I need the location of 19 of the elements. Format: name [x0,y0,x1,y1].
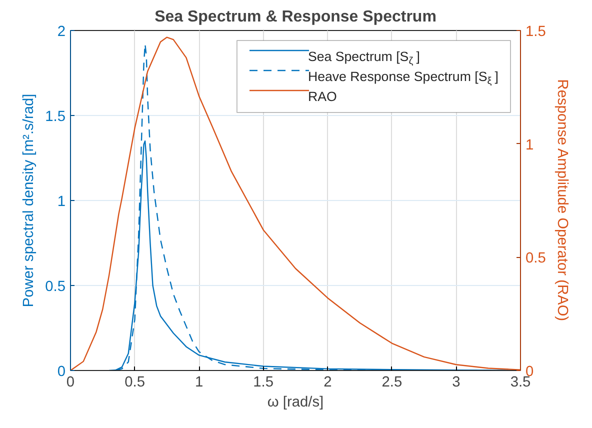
x-axis-title: ω [rad/s] [267,394,324,410]
y-tick-label: 2 [57,24,66,40]
y-tick-label: 1.5 [45,109,66,125]
chart-title: Sea Spectrum & Response Spectrum [154,8,436,26]
y2-tick-label: 1.5 [526,24,546,40]
y-tick-label: 0.5 [45,279,66,295]
x-tick-label: 1.5 [253,374,274,390]
y2-axis-title: Response Amplitude Operator (RAO) [554,79,570,322]
y2-tick-label: 1 [526,137,534,154]
y-axis-title: Power spectral density [m².s/rad] [21,94,38,308]
x-tick-label: 3 [452,374,460,390]
y2-tick-label: 0.5 [526,250,546,267]
x-tick-label: 0.5 [124,374,145,390]
legend-label: RAO [308,89,337,104]
y-tick-label: 0 [57,364,66,380]
x-tick-label: 1 [194,374,204,390]
x-tick-label: 2.5 [382,374,402,390]
x-tick-label: 2 [324,374,332,390]
y-tick-label: 1 [57,194,66,210]
